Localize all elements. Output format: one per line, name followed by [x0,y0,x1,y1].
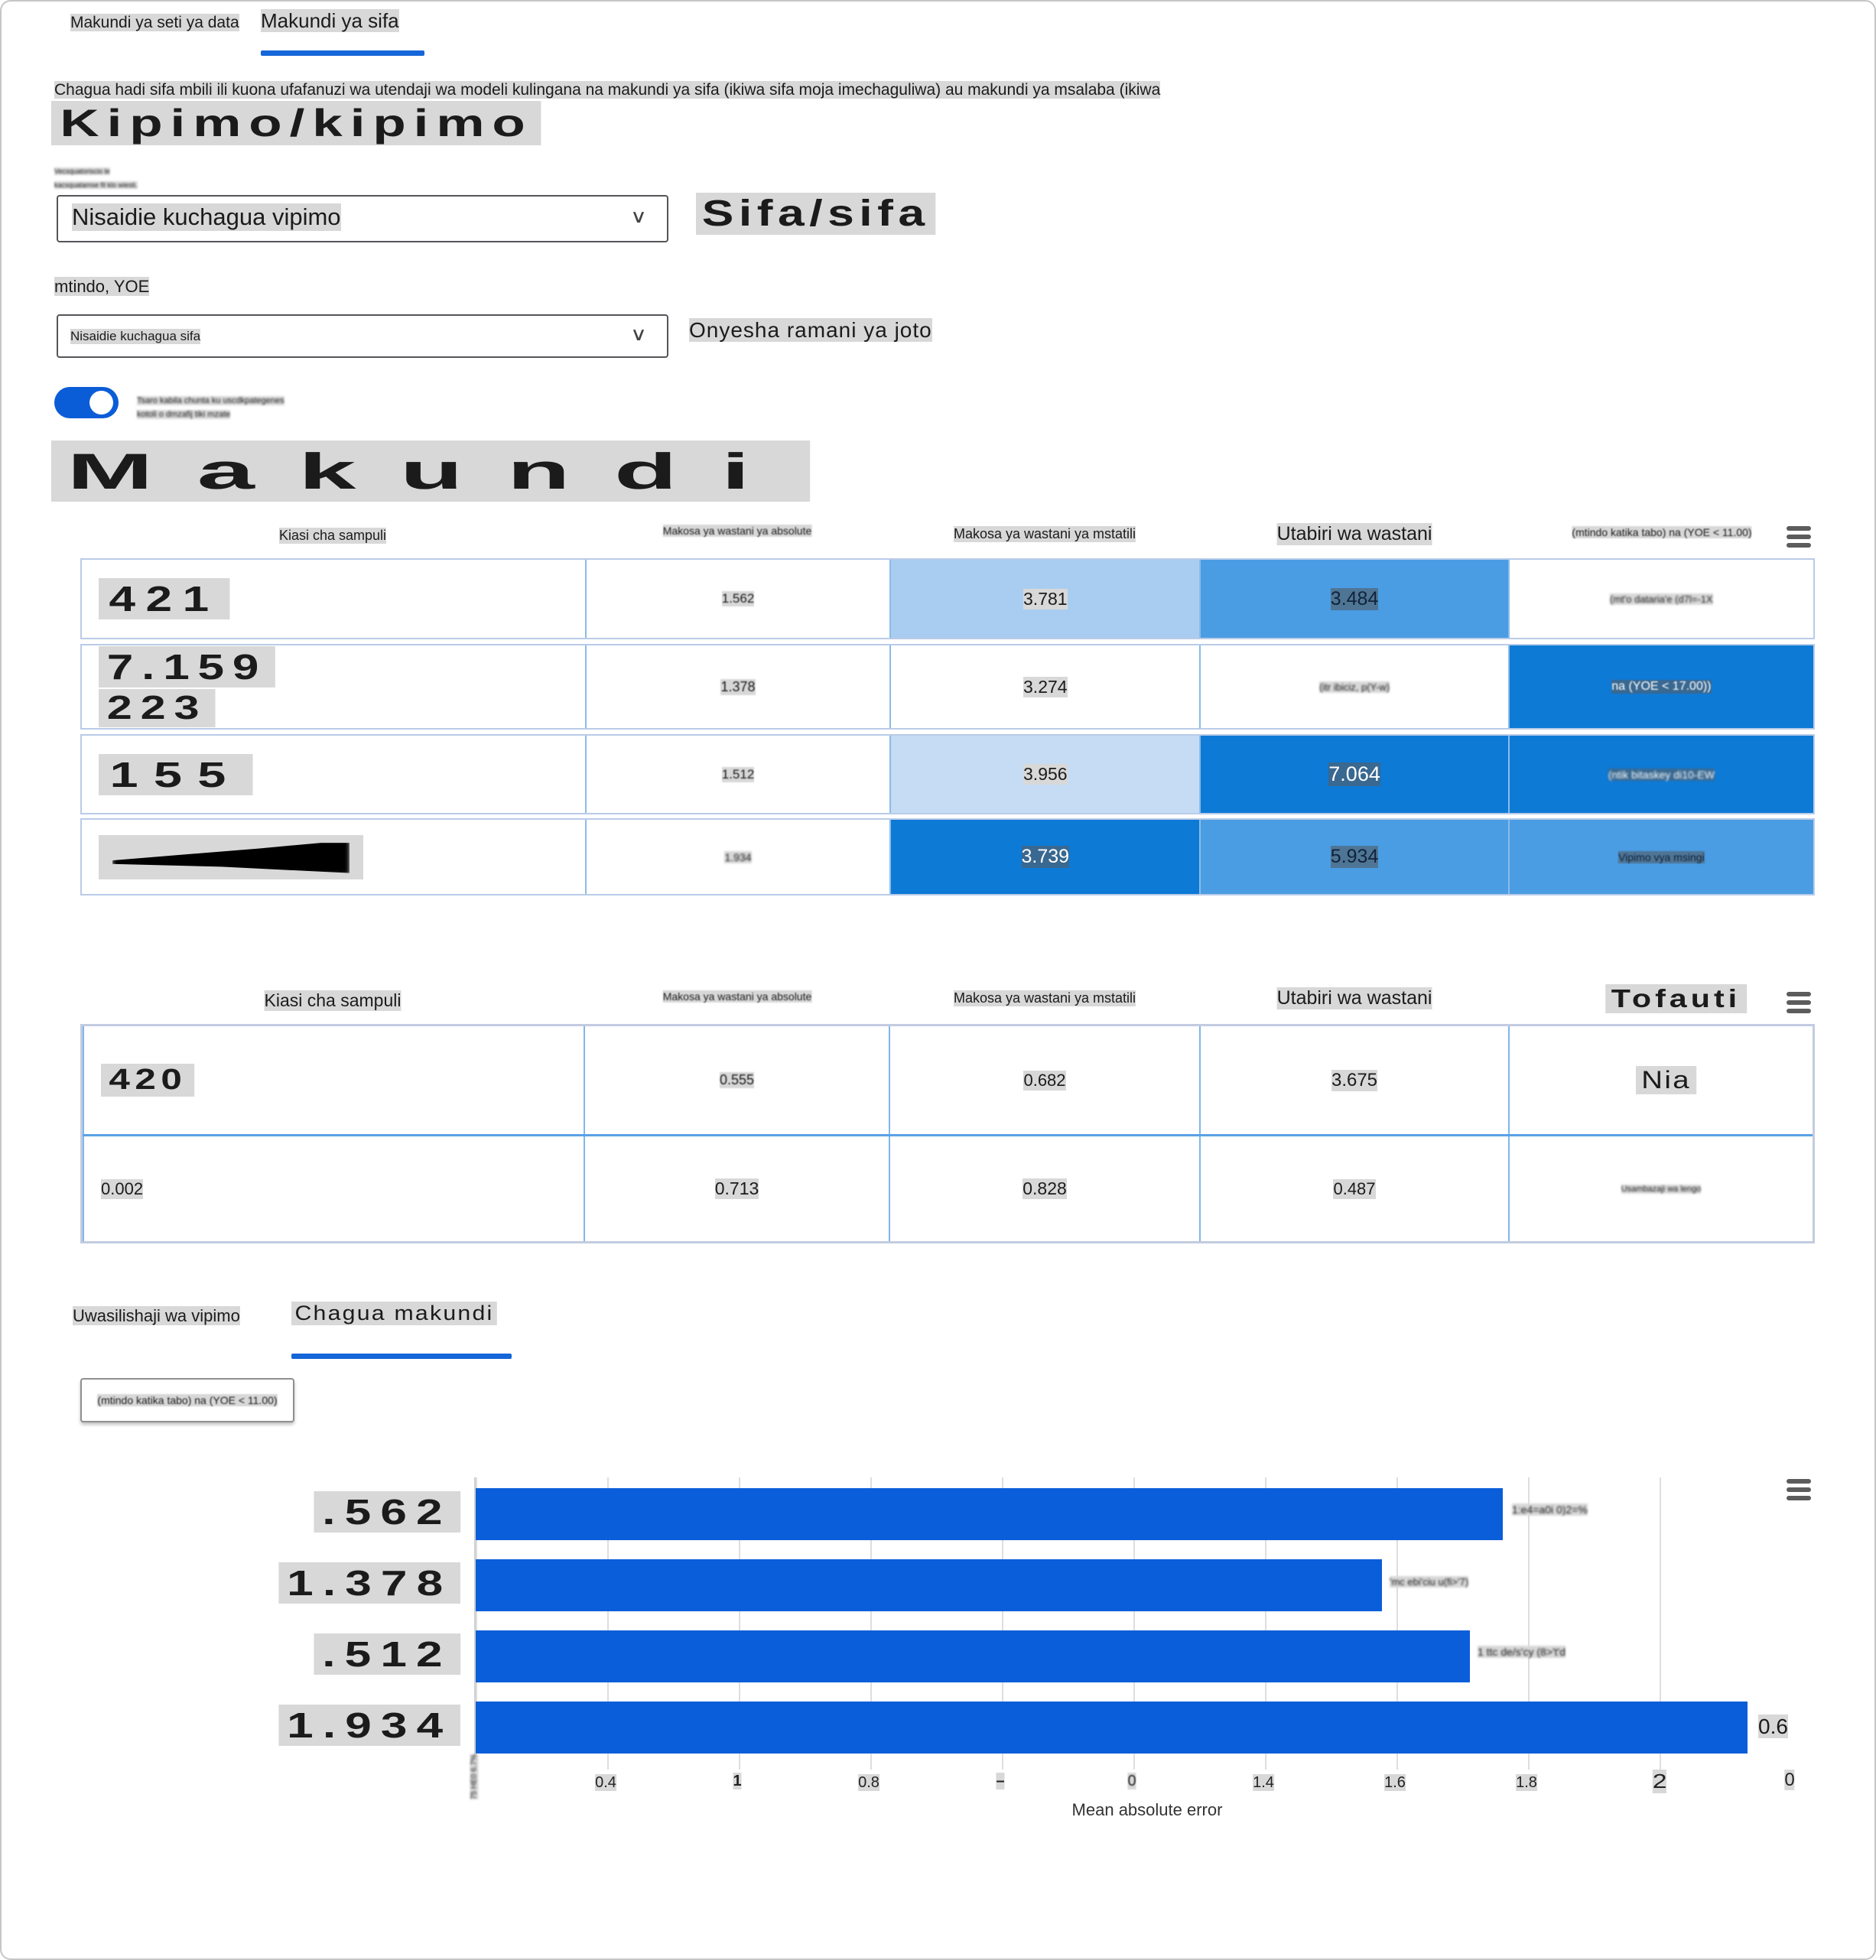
chevron-down-icon: ∨ [630,323,647,344]
xtick-6: 1.4 [1253,1774,1274,1791]
xtick-2: 1 [733,1773,742,1789]
cohorts-heading: Makundi [51,440,810,502]
col-header-sample-size: Kiasi cha sampuli [264,990,402,1011]
table-row: 155 1.512 3.956 7.064 (ntik bitaskey di1… [80,734,1815,814]
bar-cohort-3 [476,1630,1471,1682]
xtick-3: 0.8 [858,1774,879,1791]
xtick-0: 75 HE0 6.7% [470,1754,479,1799]
tab-feature-cohorts-underline [261,50,424,56]
xtick-10: 0 [1784,1770,1795,1790]
xtick-9: 2 [1652,1770,1667,1793]
col-header-mse: Makosa ya wastani ya mstatili [953,990,1136,1006]
xtick-8: 1.8 [1516,1774,1537,1791]
tab-metric-visualizations[interactable]: Uwasilishaji wa vipimo [73,1306,240,1325]
cohort-name: 7.159 [99,646,276,687]
col-header-difference: Tofauti [1605,984,1747,1013]
bar-cohort-2 [476,1559,1383,1611]
metric-dropdown-value: Nisaidie kuchagua vipimo [72,203,341,231]
heatmap-toggle[interactable] [54,387,119,418]
cohort-name-illegible [99,834,363,879]
legend-cohort-label: (mtindo katika tabo) na (YOE < 11.00) [97,1394,278,1406]
feature-dropdown-placeholder: Nisaidie kuchagua sifa [70,329,201,344]
tab-feature-cohorts[interactable]: Makundi ya sifa [261,9,399,33]
ylabel-cohort-4: 1.934 [2,1705,460,1746]
ylabel-cohort-1: .562 [2,1491,460,1533]
ylabel-cohort-2: 1.378 [2,1562,460,1604]
disaggregated-table: 420 0.555 0.682 3.675 Nia 0.002 0.713 0.… [80,1024,1815,1243]
bar-cohort-4 [476,1702,1748,1754]
col-header-mean-prediction: Utabiri wa wastani [1276,987,1432,1009]
tab-dataset-cohorts-label: Makundi ya seti ya data [70,14,239,31]
bar-label-2: 'mc ebi'ciu u(fi>'7) [1390,1576,1469,1588]
table-row: 7.159 223 1.378 3.274 (itr ibiciz, p(Y-w… [80,644,1815,730]
table1-menu-icon[interactable] [1787,526,1811,548]
xtick-7: 1.6 [1384,1774,1406,1791]
tab-choose-cohorts-underline [291,1354,512,1359]
xtick-5: 0 [1127,1773,1136,1789]
xtick-1: 0.4 [595,1774,616,1791]
col-header-cohort-filter: (mtindo katika tabo) na (YOE < 11.00) [1572,526,1752,538]
table2-menu-icon[interactable] [1787,992,1811,1013]
table-row: 0.002 0.713 0.828 0.487 Usambazaji wa le… [83,1136,1813,1241]
legend-cohort-button[interactable]: (mtindo katika tabo) na (YOE < 11.00) [80,1378,294,1422]
feature-label: mtindo, YOE [54,277,150,296]
metric-heading: Kipimo/kipimo [51,101,542,145]
col-header-sample-size: Kiasi cha sampuli [278,528,387,544]
cohort-name: 421 [99,578,230,619]
feature-bin: 420 [101,1064,195,1097]
mae-bar-chart: [data-name="bar-cohort-1"]{top:14px!impo… [474,1477,1791,1770]
ylabel-cohort-3: .512 [2,1633,460,1675]
bar-label-4: 0.6 [1758,1715,1788,1738]
tab-dataset-cohorts[interactable]: Makundi ya seti ya data [70,14,239,32]
x-axis-title: Mean absolute error [1071,1800,1223,1819]
metric-note: Vecsquatoriscio le kacsquatamse fil klo … [54,167,138,189]
chart-menu-icon[interactable] [1787,1479,1811,1500]
toggle-knob [89,391,113,414]
table-row: 421 1.562 3.781 3.484 (mt'o dataria'e (d… [80,558,1815,639]
bar-cohort-1 [476,1488,1504,1540]
cohort-name: 155 [99,753,253,795]
toggle-note: Tsaro kabila chunta ku uscdkpategenes ko… [137,396,284,419]
tab-choose-cohorts[interactable]: Chagua makundi [291,1302,497,1325]
heatmap-label: Onyesha ramani ya joto [689,318,932,342]
feature-dropdown[interactable]: Nisaidie kuchagua sifa ∨ [57,314,668,358]
bar-label-1: 1:e4=a0i 0)2=% [1512,1503,1588,1516]
col-header-mse: Makosa ya wastani ya mstatili [953,526,1136,542]
table-row: 420 0.555 0.682 3.675 Nia [83,1026,1813,1137]
feature-heading: Sifa/sifa [696,193,936,235]
tab-feature-cohorts-label: Makundi ya sifa [261,9,399,32]
col-header-mae: Makosa ya wastani ya absolute [662,525,812,537]
bar-label-3: 1 ttc de/s'cy (8>'t'd [1478,1646,1566,1658]
table-row: 1.934 3.739 5.934 Vipimo vya msingi [80,818,1815,895]
chevron-down-icon: ∨ [630,206,647,227]
metric-dropdown[interactable]: Nisaidie kuchagua vipimo ∨ [57,195,668,242]
xtick-4: – [996,1773,1005,1789]
feature-bin: 0.002 [101,1178,144,1199]
col-header-mae: Makosa ya wastani ya absolute [662,990,812,1003]
col-header-mean-prediction: Utabiri wa wastani [1276,523,1432,545]
